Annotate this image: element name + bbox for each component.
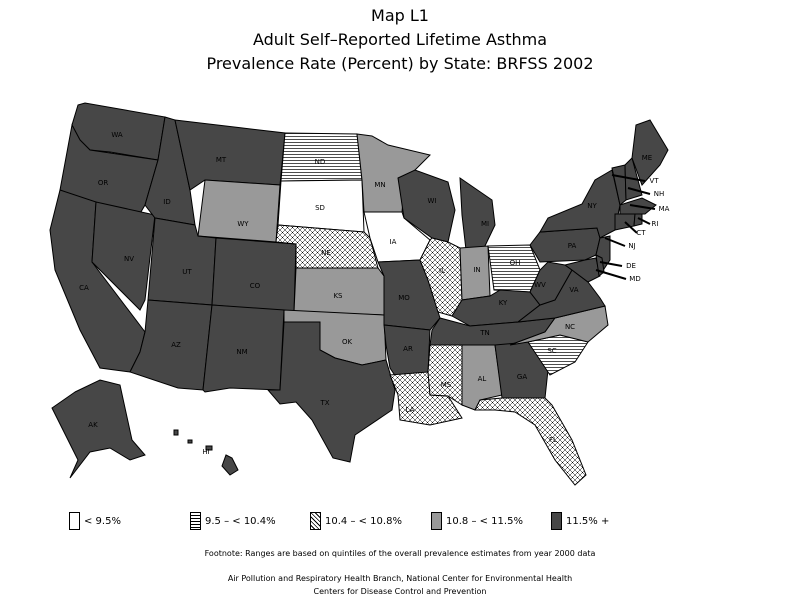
legend-item: 9.5 – < 10.4%	[190, 512, 276, 530]
state-label-DE: DE	[626, 262, 636, 270]
hawaii-island-1	[173, 429, 179, 436]
state-label-WA: WA	[111, 131, 123, 139]
state-label-MA: MA	[659, 205, 670, 213]
state-label-PA: PA	[568, 242, 577, 250]
state-label-VT: VT	[649, 177, 659, 185]
legend-swatch	[551, 512, 562, 530]
state-label-CT: CT	[636, 229, 646, 237]
state-label-MO: MO	[398, 294, 410, 302]
state-label-RI: RI	[652, 220, 659, 228]
legend-label: 10.4 – < 10.8%	[325, 515, 402, 527]
state-ND	[280, 132, 363, 182]
state-label-IA: IA	[390, 238, 397, 246]
legend-item: 10.4 – < 10.8%	[310, 512, 402, 530]
state-label-NM: NM	[236, 348, 247, 356]
legend-item: < 9.5%	[69, 512, 121, 530]
state-label-NJ: NJ	[628, 242, 635, 250]
state-label-VA: VA	[569, 286, 578, 294]
state-label-NY: NY	[587, 202, 597, 210]
state-label-TN: TN	[479, 329, 490, 337]
legend-label: 10.8 – < 11.5%	[446, 515, 523, 527]
state-TX	[266, 321, 396, 463]
state-label-HI: HI	[202, 448, 209, 456]
state-AK	[51, 379, 146, 479]
state-FL	[474, 397, 587, 486]
state-label-AL: AL	[478, 375, 487, 383]
legend-swatch	[69, 512, 80, 530]
state-CO	[211, 237, 297, 313]
state-label-SC: SC	[547, 347, 556, 355]
state-label-OK: OK	[342, 338, 353, 346]
state-label-ID: ID	[163, 198, 170, 206]
legend-item: 10.8 – < 11.5%	[431, 512, 523, 530]
hawaii-island-2	[187, 439, 193, 444]
state-NY	[539, 169, 621, 239]
legend-label: 11.5% +	[566, 515, 610, 527]
state-PA	[529, 227, 601, 263]
state-label-NV: NV	[124, 255, 134, 263]
state-label-AZ: AZ	[171, 341, 181, 349]
state-NV	[91, 201, 156, 311]
state-IL	[419, 237, 463, 317]
state-WY	[197, 179, 281, 243]
state-label-CA: CA	[79, 284, 89, 292]
credit-line-1: Air Pollution and Respiratory Health Bra…	[227, 574, 573, 583]
state-label-WV: WV	[534, 281, 546, 289]
state-HI	[221, 454, 239, 476]
footnote: Footnote: Ranges are based on quintiles …	[204, 549, 596, 558]
leader-lines	[595, 174, 656, 280]
state-MI	[459, 177, 496, 251]
state-label-OR: OR	[98, 179, 109, 187]
legend-label: < 9.5%	[84, 515, 121, 527]
state-label-GA: GA	[517, 373, 527, 381]
legend-swatch	[431, 512, 442, 530]
state-label-MD: MD	[629, 275, 640, 283]
legend-item: 11.5% +	[551, 512, 609, 530]
state-OH	[487, 244, 541, 293]
state-RI	[633, 213, 643, 227]
map-subtitle: Adult Self–Reported Lifetime Asthma	[252, 30, 548, 49]
state-label-KS: KS	[333, 292, 343, 300]
legend-swatch	[310, 512, 321, 530]
state-label-CO: CO	[250, 282, 261, 290]
state-label-NE: NE	[321, 249, 331, 257]
state-label-ND: ND	[315, 158, 326, 166]
state-label-WI: WI	[428, 197, 437, 205]
state-label-IL: IL	[439, 267, 445, 275]
state-label-AK: AK	[88, 421, 98, 429]
map-title: Map L1	[371, 6, 429, 25]
state-label-AR: AR	[403, 345, 413, 353]
state-label-MT: MT	[216, 156, 227, 164]
state-label-ME: ME	[642, 154, 652, 162]
state-MT	[174, 119, 286, 191]
state-ME	[631, 119, 669, 186]
legend-label: 9.5 – < 10.4%	[205, 515, 276, 527]
state-label-UT: UT	[182, 268, 192, 276]
state-label-MS: MS	[441, 381, 452, 389]
state-WI	[397, 169, 456, 243]
legend: < 9.5% 9.5 – < 10.4% 10.4 – < 10.8% 10.8…	[0, 512, 800, 532]
state-label-KY: KY	[499, 299, 508, 307]
credit-line-2: Centers for Disease Control and Preventi…	[313, 587, 487, 596]
state-label-OH: OH	[510, 259, 521, 267]
state-label-MN: MN	[374, 181, 385, 189]
state-MD	[563, 257, 601, 283]
state-label-LA: LA	[406, 406, 415, 414]
state-label-IN: IN	[473, 266, 480, 274]
legend-swatch	[190, 512, 201, 530]
state-label-MI: MI	[481, 220, 489, 228]
state-label-FL: FL	[549, 436, 557, 444]
map-subtitle-2: Prevalence Rate (Percent) by State: BRFS…	[206, 54, 594, 73]
state-label-NH: NH	[654, 190, 665, 198]
state-label-WY: WY	[237, 220, 249, 228]
state-label-NC: NC	[565, 323, 575, 331]
state-label-SD: SD	[315, 204, 325, 212]
state-label-TX: TX	[319, 399, 329, 407]
hawaii-island-3	[205, 445, 213, 451]
